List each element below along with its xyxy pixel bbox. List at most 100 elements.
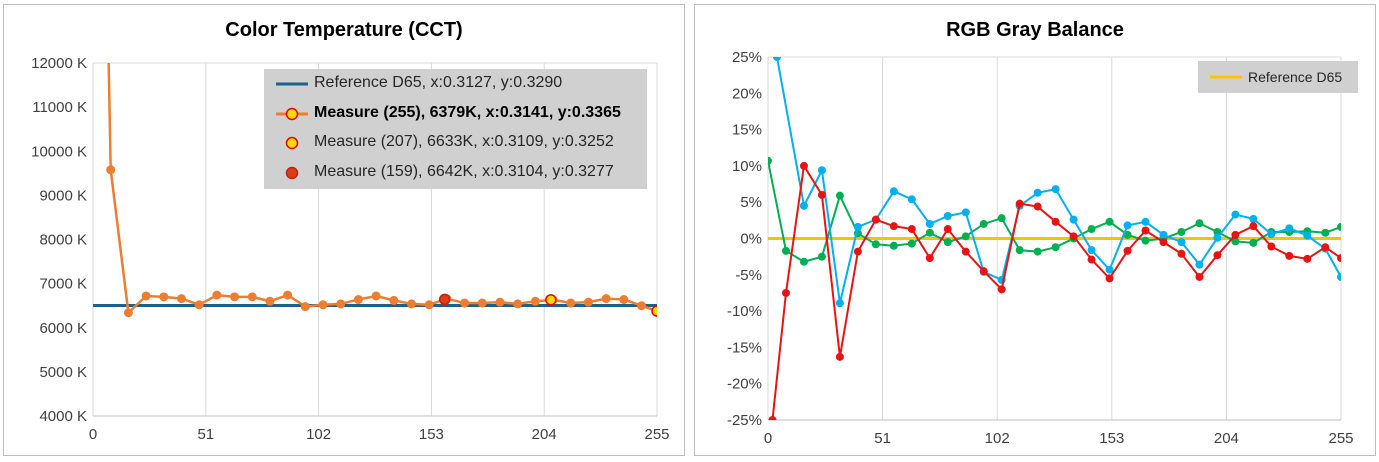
data-point: [1231, 237, 1240, 246]
data-point: [1285, 251, 1294, 260]
data-point: [772, 57, 781, 61]
data-point: [979, 219, 988, 228]
data-point: [1159, 230, 1168, 239]
data-point: [1051, 217, 1060, 226]
cct-legend-label: Measure (159), 6642K, x:0.3104, y:0.3277: [314, 162, 614, 180]
data-point: [889, 222, 898, 231]
data-point: [1285, 224, 1294, 233]
data-point: [513, 299, 523, 309]
data-point: [817, 252, 826, 261]
data-point: [871, 240, 880, 249]
data-point: [1087, 246, 1096, 255]
data-point: [1069, 232, 1078, 241]
y-tick-label: 0%: [740, 231, 762, 248]
data-point: [1267, 242, 1276, 251]
cct-legend-label: Reference D65, x:0.3127, y:0.3290: [314, 74, 563, 91]
data-point: [194, 300, 204, 310]
data-point: [979, 267, 988, 276]
y-tick-label: 12000 K: [31, 55, 87, 72]
data-point: [925, 219, 934, 228]
data-point: [371, 291, 381, 301]
y-tick-label: 4000 K: [39, 408, 87, 425]
cct-legend-marker: [274, 165, 310, 181]
data-point: [1123, 221, 1132, 230]
data-point: [1337, 222, 1341, 231]
cct-chart-panel: 0 51 102 153 204 255 4000 K 5000 K 6000 K 7000 K 8…: [3, 4, 685, 456]
data-point: [1105, 274, 1114, 283]
cct-legend-label: Measure (255), 6379K, x:0.3141, y:0.3365: [314, 103, 621, 121]
data-point: [353, 295, 363, 305]
highlight-point: [438, 293, 451, 306]
x-tick-label: 153: [1099, 430, 1124, 447]
plot-area: [768, 57, 1341, 420]
data-point: [601, 294, 611, 304]
data-point: [781, 288, 790, 297]
x-tick-label: 51: [197, 426, 214, 443]
data-point: [283, 290, 293, 300]
y-tick-label: 10%: [732, 158, 762, 175]
data-point: [961, 208, 970, 217]
y-tick-label: 11000 K: [32, 99, 87, 116]
data-point: [925, 254, 934, 263]
data-point: [1321, 228, 1330, 237]
x-tick-label: 255: [644, 426, 669, 443]
y-tick-label: 20%: [732, 85, 762, 102]
data-point: [230, 292, 240, 302]
y-tick-label: 8000 K: [39, 232, 87, 249]
data-point: [1177, 227, 1186, 236]
data-point: [907, 225, 916, 234]
data-point: [424, 300, 434, 310]
data-point: [835, 299, 844, 308]
cct-legend-marker: [274, 135, 310, 151]
cct-legend-marker: [274, 76, 310, 92]
y-tick-label: -10%: [727, 303, 762, 320]
data-point: [871, 215, 880, 224]
data-point: [1337, 254, 1341, 263]
data-point: [1033, 188, 1042, 197]
cct-chart-plot: 0 51 102 153 204 255 4000 K 5000 K 6000 K 7000 K 8…: [31, 55, 669, 443]
rgb-chart-panel: 0 51 102 153 204 255 -25% -20% -15% -10% -5% 0% 5% 10…: [694, 4, 1376, 456]
data-point: [265, 296, 275, 306]
data-point: [1213, 233, 1222, 242]
y-tick-label: 15%: [732, 122, 762, 139]
rgb-legend-marker: [1208, 69, 1244, 85]
highlight-point: [545, 294, 557, 306]
series-line: [776, 57, 1341, 304]
data-point: [768, 416, 777, 420]
data-point: [106, 165, 116, 175]
data-point: [853, 247, 862, 256]
data-point: [1159, 238, 1168, 247]
data-point: [997, 214, 1006, 223]
data-point: [889, 241, 898, 250]
data-point: [997, 285, 1006, 294]
data-point: [1087, 225, 1096, 234]
data-point: [336, 299, 346, 309]
y-tick-label: -25%: [727, 412, 762, 429]
data-point: [817, 190, 826, 199]
data-point: [1033, 202, 1042, 211]
data-point: [1051, 243, 1060, 252]
data-point: [1033, 247, 1042, 256]
data-point: [637, 301, 647, 311]
y-tick-label: 9000 K: [39, 187, 87, 204]
data-point: [817, 166, 826, 175]
rgb-legend: Reference D65: [1198, 61, 1358, 93]
cct-legend-label: Measure (207), 6633K, x:0.3109, y:0.3252: [314, 133, 614, 150]
data-point: [247, 292, 257, 302]
cct-legend: Reference D65, x:0.3127, y:0.3290 Measure…: [264, 69, 647, 189]
data-point: [212, 290, 222, 300]
data-point: [300, 302, 310, 312]
data-point: [141, 291, 151, 301]
x-tick-label: 102: [306, 426, 331, 443]
data-point: [583, 297, 593, 307]
data-point: [1249, 238, 1258, 247]
y-tick-label: 5%: [740, 194, 762, 211]
data-point: [566, 298, 576, 308]
data-point: [781, 246, 790, 255]
data-point: [176, 294, 186, 304]
y-tick-label: 5000 K: [39, 364, 87, 381]
data-point: [799, 257, 808, 266]
data-point: [1249, 214, 1258, 223]
data-point: [123, 308, 133, 318]
data-point: [1141, 236, 1150, 245]
